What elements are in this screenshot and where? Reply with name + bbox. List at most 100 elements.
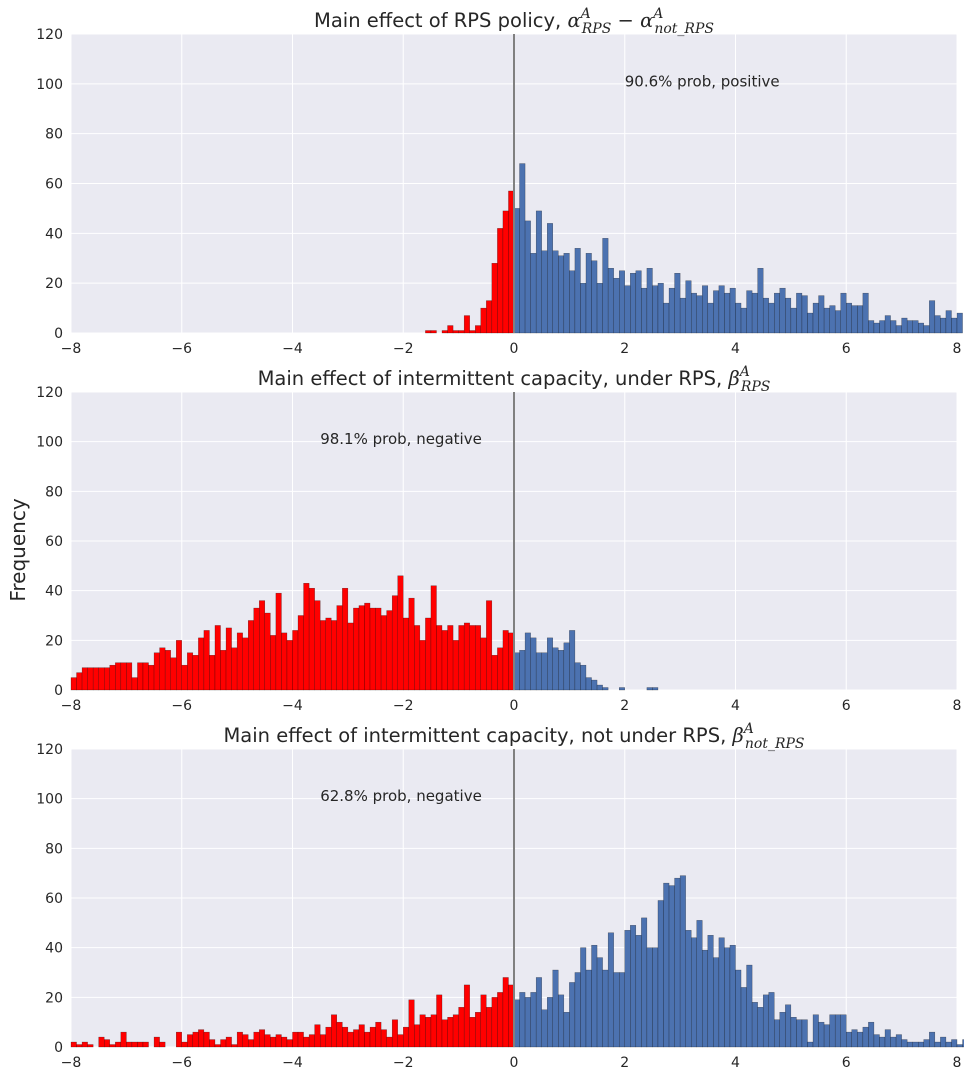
bar-positive <box>585 677 592 691</box>
bar-negative <box>397 575 404 691</box>
bar-positive <box>663 882 670 1048</box>
bar-negative <box>436 625 443 691</box>
bar-positive <box>768 302 775 334</box>
bar-negative <box>231 647 238 691</box>
y-tick-label: 60 <box>45 534 63 550</box>
bar-negative <box>104 667 110 691</box>
bar-positive <box>563 1012 570 1048</box>
x-tick-label: −8 <box>61 1055 82 1071</box>
bar-positive <box>724 292 731 334</box>
x-tick-label: 6 <box>842 1055 851 1071</box>
bar-positive <box>879 320 886 334</box>
bar-positive <box>807 312 814 334</box>
bar-negative <box>209 655 216 691</box>
bar-negative <box>259 1029 266 1048</box>
bar-positive <box>785 1004 792 1048</box>
y-tick-label: 120 <box>36 27 63 43</box>
bar-positive <box>558 650 565 691</box>
bar-negative <box>430 1014 437 1048</box>
bar-negative <box>486 300 493 334</box>
bar-positive <box>890 1036 897 1048</box>
bar-negative <box>259 600 266 691</box>
bar-positive <box>552 647 559 691</box>
bar-negative <box>137 662 144 691</box>
bar-negative <box>176 640 182 691</box>
bar-positive <box>962 1039 964 1048</box>
bar-positive <box>840 1014 847 1048</box>
bar-positive <box>679 875 686 1048</box>
bar-negative <box>176 1031 182 1048</box>
bar-positive <box>823 1024 830 1048</box>
bar-negative <box>463 622 470 691</box>
bar-positive <box>663 302 670 334</box>
bar-positive <box>591 944 598 1048</box>
bar-positive <box>524 997 531 1048</box>
bar-positive <box>674 273 681 334</box>
bar-positive <box>696 920 703 1048</box>
bar-positive <box>901 317 908 334</box>
y-tick-label: 0 <box>54 683 63 699</box>
bar-positive <box>657 282 664 334</box>
bar-positive <box>857 1031 864 1048</box>
bar-negative <box>131 1041 138 1048</box>
bar-positive <box>591 260 598 334</box>
bar-negative <box>253 1031 260 1048</box>
bar-positive <box>596 282 603 334</box>
bar-negative <box>331 620 338 691</box>
bar-negative <box>425 617 432 691</box>
bar-positive <box>685 930 692 1048</box>
bar-negative <box>70 1041 77 1048</box>
bar-positive <box>884 315 891 334</box>
y-tick-label: 0 <box>54 1040 63 1056</box>
bar-positive <box>851 1029 858 1048</box>
y-tick-label: 40 <box>45 226 63 242</box>
bar-positive <box>652 285 659 334</box>
bar-negative <box>425 330 432 334</box>
bar-negative <box>214 1044 221 1048</box>
bar-positive <box>619 972 625 1048</box>
bar-positive <box>834 310 841 334</box>
bar-negative <box>486 600 493 691</box>
x-tick-label: −4 <box>282 698 303 714</box>
bar-positive <box>912 320 919 334</box>
bar-negative <box>192 655 199 691</box>
bar-positive <box>940 1036 947 1048</box>
bar-negative <box>369 1026 376 1048</box>
bar-positive <box>779 1012 786 1048</box>
panel-title: Main effect of intermittent capacity, no… <box>223 721 804 752</box>
bar-negative <box>364 1031 371 1048</box>
bar-positive <box>757 268 764 334</box>
bar-positive <box>541 250 548 334</box>
y-tick-label: 60 <box>45 177 63 193</box>
bar-positive <box>707 935 714 1048</box>
bar-positive <box>580 947 587 1048</box>
bar-positive <box>641 287 648 334</box>
bar-positive <box>552 969 559 1048</box>
bar-positive <box>646 268 653 334</box>
bar-negative <box>458 1007 465 1048</box>
bar-negative <box>303 1036 310 1048</box>
bar-negative <box>142 662 149 691</box>
bar-negative <box>441 1019 448 1048</box>
bar-positive <box>635 935 642 1048</box>
bar-negative <box>342 587 349 691</box>
bar-positive <box>713 290 720 334</box>
bar-negative <box>475 325 481 334</box>
bar-negative <box>419 640 426 691</box>
x-tick-label: 8 <box>953 341 962 357</box>
bar-negative <box>220 1039 227 1048</box>
bar-negative <box>187 652 194 691</box>
bar-positive <box>923 325 930 334</box>
bar-positive <box>901 1039 908 1048</box>
x-tick-label: 8 <box>953 1055 962 1071</box>
bar-negative <box>98 667 105 691</box>
x-tick-label: 0 <box>510 1055 519 1071</box>
bar-positive <box>762 297 769 334</box>
bar-negative <box>380 1029 387 1048</box>
bar-positive <box>530 637 537 691</box>
bar-positive <box>934 1041 941 1048</box>
bar-positive <box>602 969 609 1048</box>
